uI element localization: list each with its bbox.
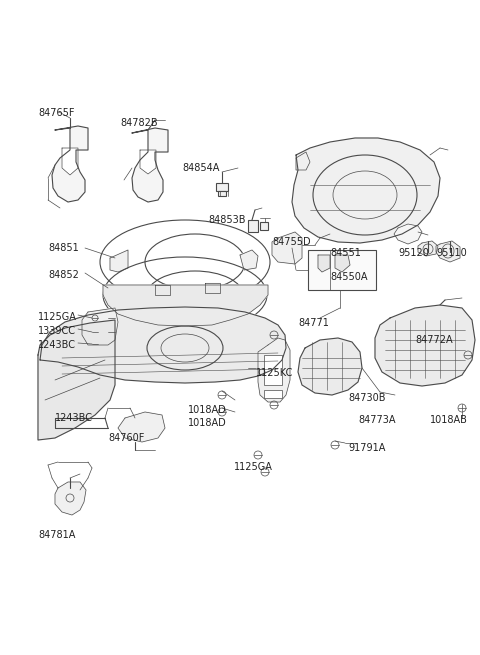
Text: 84730B: 84730B [348, 393, 385, 403]
Text: 1125GA: 1125GA [38, 312, 77, 322]
Text: 1243BC: 1243BC [55, 413, 93, 423]
Polygon shape [62, 148, 78, 175]
Polygon shape [132, 128, 168, 202]
Text: 95110: 95110 [436, 248, 467, 258]
Polygon shape [258, 338, 290, 402]
Polygon shape [418, 241, 438, 256]
Bar [264, 355, 282, 385]
Text: 84771: 84771 [298, 318, 329, 328]
Polygon shape [55, 482, 86, 515]
Text: 95120: 95120 [398, 248, 429, 258]
Text: 1339CC: 1339CC [38, 326, 76, 336]
Text: 1018AD: 1018AD [188, 405, 227, 415]
Text: 84765F: 84765F [38, 108, 74, 118]
Text: 84551: 84551 [330, 248, 361, 258]
Text: 84550A: 84550A [330, 272, 368, 282]
Polygon shape [110, 250, 128, 272]
Polygon shape [38, 320, 115, 440]
Text: 84755D: 84755D [272, 237, 311, 247]
Polygon shape [155, 285, 170, 295]
Polygon shape [103, 285, 268, 326]
Text: 84852: 84852 [48, 270, 79, 280]
Polygon shape [140, 150, 156, 174]
Bar [218, 191, 226, 196]
Text: 1018AB: 1018AB [430, 415, 468, 425]
Text: 1125KC: 1125KC [256, 368, 293, 378]
Polygon shape [335, 255, 350, 272]
Text: 1018AD: 1018AD [188, 418, 227, 428]
Polygon shape [272, 232, 302, 264]
Polygon shape [240, 250, 258, 270]
Polygon shape [375, 305, 475, 386]
Text: 84854A: 84854A [182, 163, 219, 173]
Polygon shape [40, 307, 286, 383]
Text: 84851: 84851 [48, 243, 79, 253]
Text: 84760F: 84760F [108, 433, 144, 443]
Bar [248, 220, 258, 232]
Polygon shape [298, 338, 362, 395]
Bar [216, 183, 228, 191]
Bar [264, 390, 282, 398]
Polygon shape [318, 255, 330, 272]
Text: 1125GA: 1125GA [234, 462, 273, 472]
Polygon shape [205, 283, 220, 293]
Polygon shape [82, 308, 118, 345]
Text: 84773A: 84773A [358, 415, 396, 425]
Text: 84853B: 84853B [208, 215, 245, 225]
Bar [260, 222, 268, 230]
Text: 1243BC: 1243BC [38, 340, 76, 350]
Polygon shape [52, 126, 88, 202]
Text: 84782B: 84782B [120, 118, 157, 128]
Text: 84781A: 84781A [38, 530, 75, 540]
Polygon shape [118, 412, 165, 442]
Polygon shape [292, 138, 440, 243]
Text: 91791A: 91791A [348, 443, 385, 453]
Polygon shape [296, 152, 310, 170]
Bar [308, 250, 376, 290]
Polygon shape [436, 241, 460, 262]
Polygon shape [394, 224, 422, 244]
Text: 84772A: 84772A [415, 335, 453, 345]
